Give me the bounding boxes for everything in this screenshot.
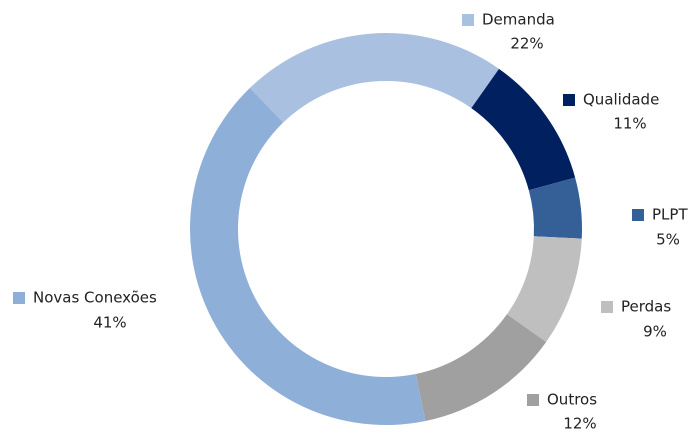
donut-segment [249,33,499,123]
value-label: 12% [563,415,596,432]
legend-label: PLPT [652,206,688,224]
legend-label: Demanda [482,11,555,29]
legend-label: Qualidade [583,91,659,109]
legend-swatch [527,394,539,406]
donut-segment [415,314,547,421]
legend-label: Perdas [621,298,671,316]
donut-segment [471,68,576,191]
value-label: 41% [93,314,126,332]
donut-segment [190,88,426,425]
legend-swatch [462,14,474,26]
value-label: 11% [613,115,646,133]
legend-swatch [632,209,644,221]
legend-swatch [601,301,613,313]
value-label: 22% [510,35,543,53]
value-label: 9% [643,323,667,341]
donut-segment [528,177,582,239]
legend-swatch [563,94,575,106]
legend-label: Outros [547,391,597,409]
legend-label: Novas Conexões [33,289,157,307]
legend-swatch [13,292,25,304]
donut-segment [506,236,582,342]
value-label: 5% [656,231,680,249]
